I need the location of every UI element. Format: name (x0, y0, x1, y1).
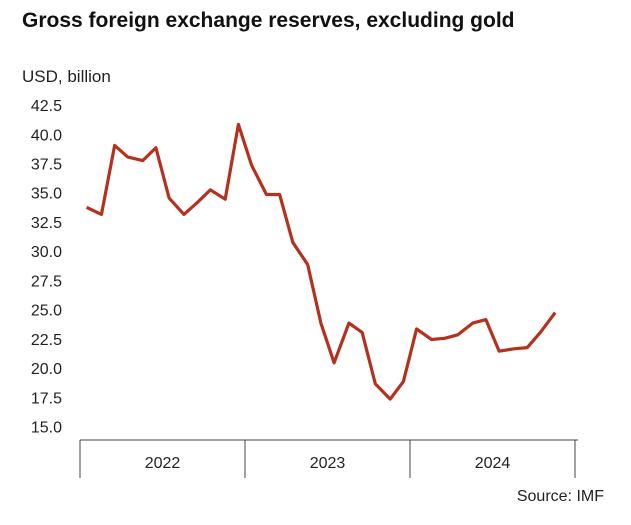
source: Source: IMF (517, 488, 604, 505)
y-tick-label: 35.0 (31, 186, 62, 203)
y-tick-label: 22.5 (31, 332, 62, 349)
y-tick-label: 37.5 (31, 157, 62, 174)
y-tick-label: 17.5 (31, 390, 62, 407)
y-tick-label: 15.0 (31, 420, 62, 437)
chart-title: Gross foreign exchange reserves, excludi… (22, 9, 515, 32)
y-tick-label: 30.0 (31, 244, 62, 261)
y-tick-label: 32.5 (31, 215, 62, 232)
y-axis-label: USD, billion (22, 67, 111, 86)
x-tick-label: 2023 (310, 455, 346, 472)
y-tick-label: 20.0 (31, 361, 62, 378)
y-tick-label: 27.5 (31, 273, 62, 290)
y-tick-label: 40.0 (31, 127, 62, 144)
x-tick-label: 2022 (145, 455, 181, 472)
y-tick-label: 42.5 (31, 98, 62, 115)
line (85, 122, 557, 401)
x-tick-label: 2024 (475, 455, 511, 472)
y-tick-label: 25.0 (31, 303, 62, 320)
